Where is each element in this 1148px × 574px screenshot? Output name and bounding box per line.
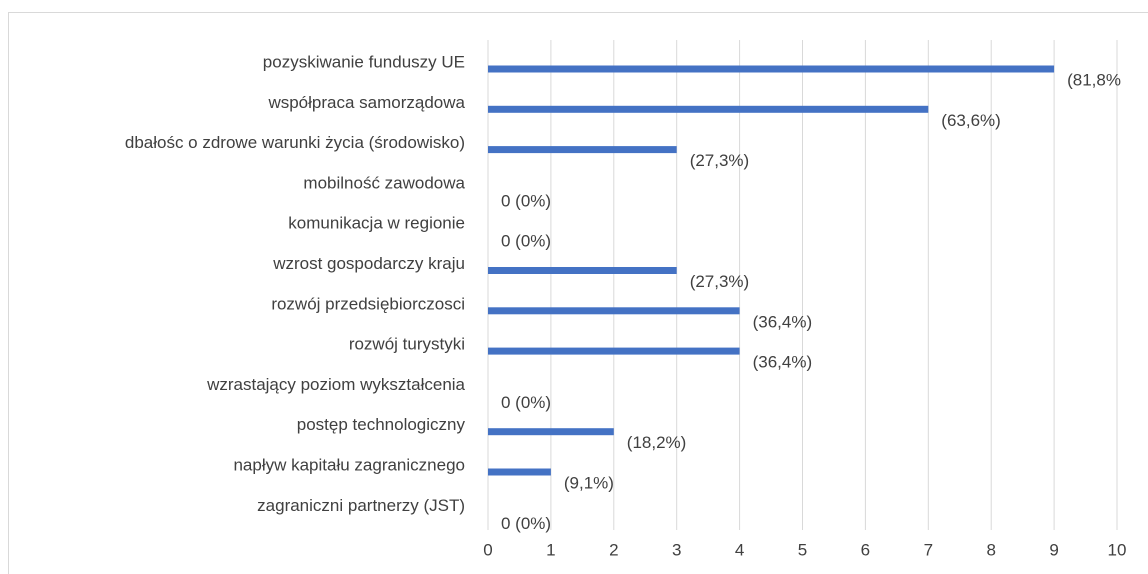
bar (488, 146, 677, 154)
y-tick-label: mobilność zawodowa (303, 173, 465, 192)
y-tick-label: wzrost gospodarczy kraju (272, 254, 465, 273)
x-tick-label: 3 (672, 540, 681, 559)
data-label: (36,4%) (753, 353, 813, 372)
x-tick-label: 0 (483, 540, 492, 559)
y-tick-label: dbałośc o zdrowe warunki życia (środowis… (125, 133, 465, 152)
bar (488, 428, 614, 436)
y-tick-label: zagraniczni partnerzy (JST) (257, 496, 465, 515)
x-tick-label: 2 (609, 540, 618, 559)
data-label: (27,3%) (690, 272, 750, 291)
x-tick-label: 10 (1108, 540, 1127, 559)
data-label: 0 (0%) (501, 393, 551, 412)
x-tick-label: 7 (924, 540, 933, 559)
data-label: 0 (0%) (501, 514, 551, 533)
y-tick-label: napływ kapitału zagranicznego (233, 455, 465, 474)
data-label: (27,3%) (690, 151, 750, 170)
data-label: 0 (0%) (501, 232, 551, 251)
x-tick-label: 1 (546, 540, 555, 559)
x-tick-label: 8 (986, 540, 995, 559)
y-tick-label: rozwój przedsiębiorczosci (271, 294, 465, 313)
x-tick-label: 5 (798, 540, 807, 559)
data-label: (63,6%) (941, 111, 1001, 130)
data-label: (36,4%) (753, 312, 813, 331)
bar (488, 105, 929, 113)
x-tick-label: 4 (735, 540, 744, 559)
x-tick-label: 6 (861, 540, 870, 559)
bar (488, 307, 740, 315)
bar (488, 468, 551, 476)
chart-frame (8, 12, 1148, 574)
data-label: (18,2%) (627, 433, 687, 452)
y-tick-label: rozwój turystyki (349, 335, 465, 354)
bar (488, 65, 1055, 73)
x-tick-label: 9 (1049, 540, 1058, 559)
y-tick-label: komunikacja w regionie (288, 214, 465, 233)
data-label: (9,1%) (564, 473, 614, 492)
y-tick-label: wzrastający poziom wykształcenia (206, 375, 465, 394)
bar (488, 267, 677, 274)
y-tick-label: pozyskiwanie funduszy UE (263, 52, 465, 71)
bar (488, 347, 740, 355)
data-label: (81,8% (1067, 70, 1121, 89)
y-tick-label: postęp technologiczny (297, 415, 466, 434)
data-label: 0 (0%) (501, 191, 551, 210)
y-tick-label: współpraca samorządowa (267, 93, 465, 112)
